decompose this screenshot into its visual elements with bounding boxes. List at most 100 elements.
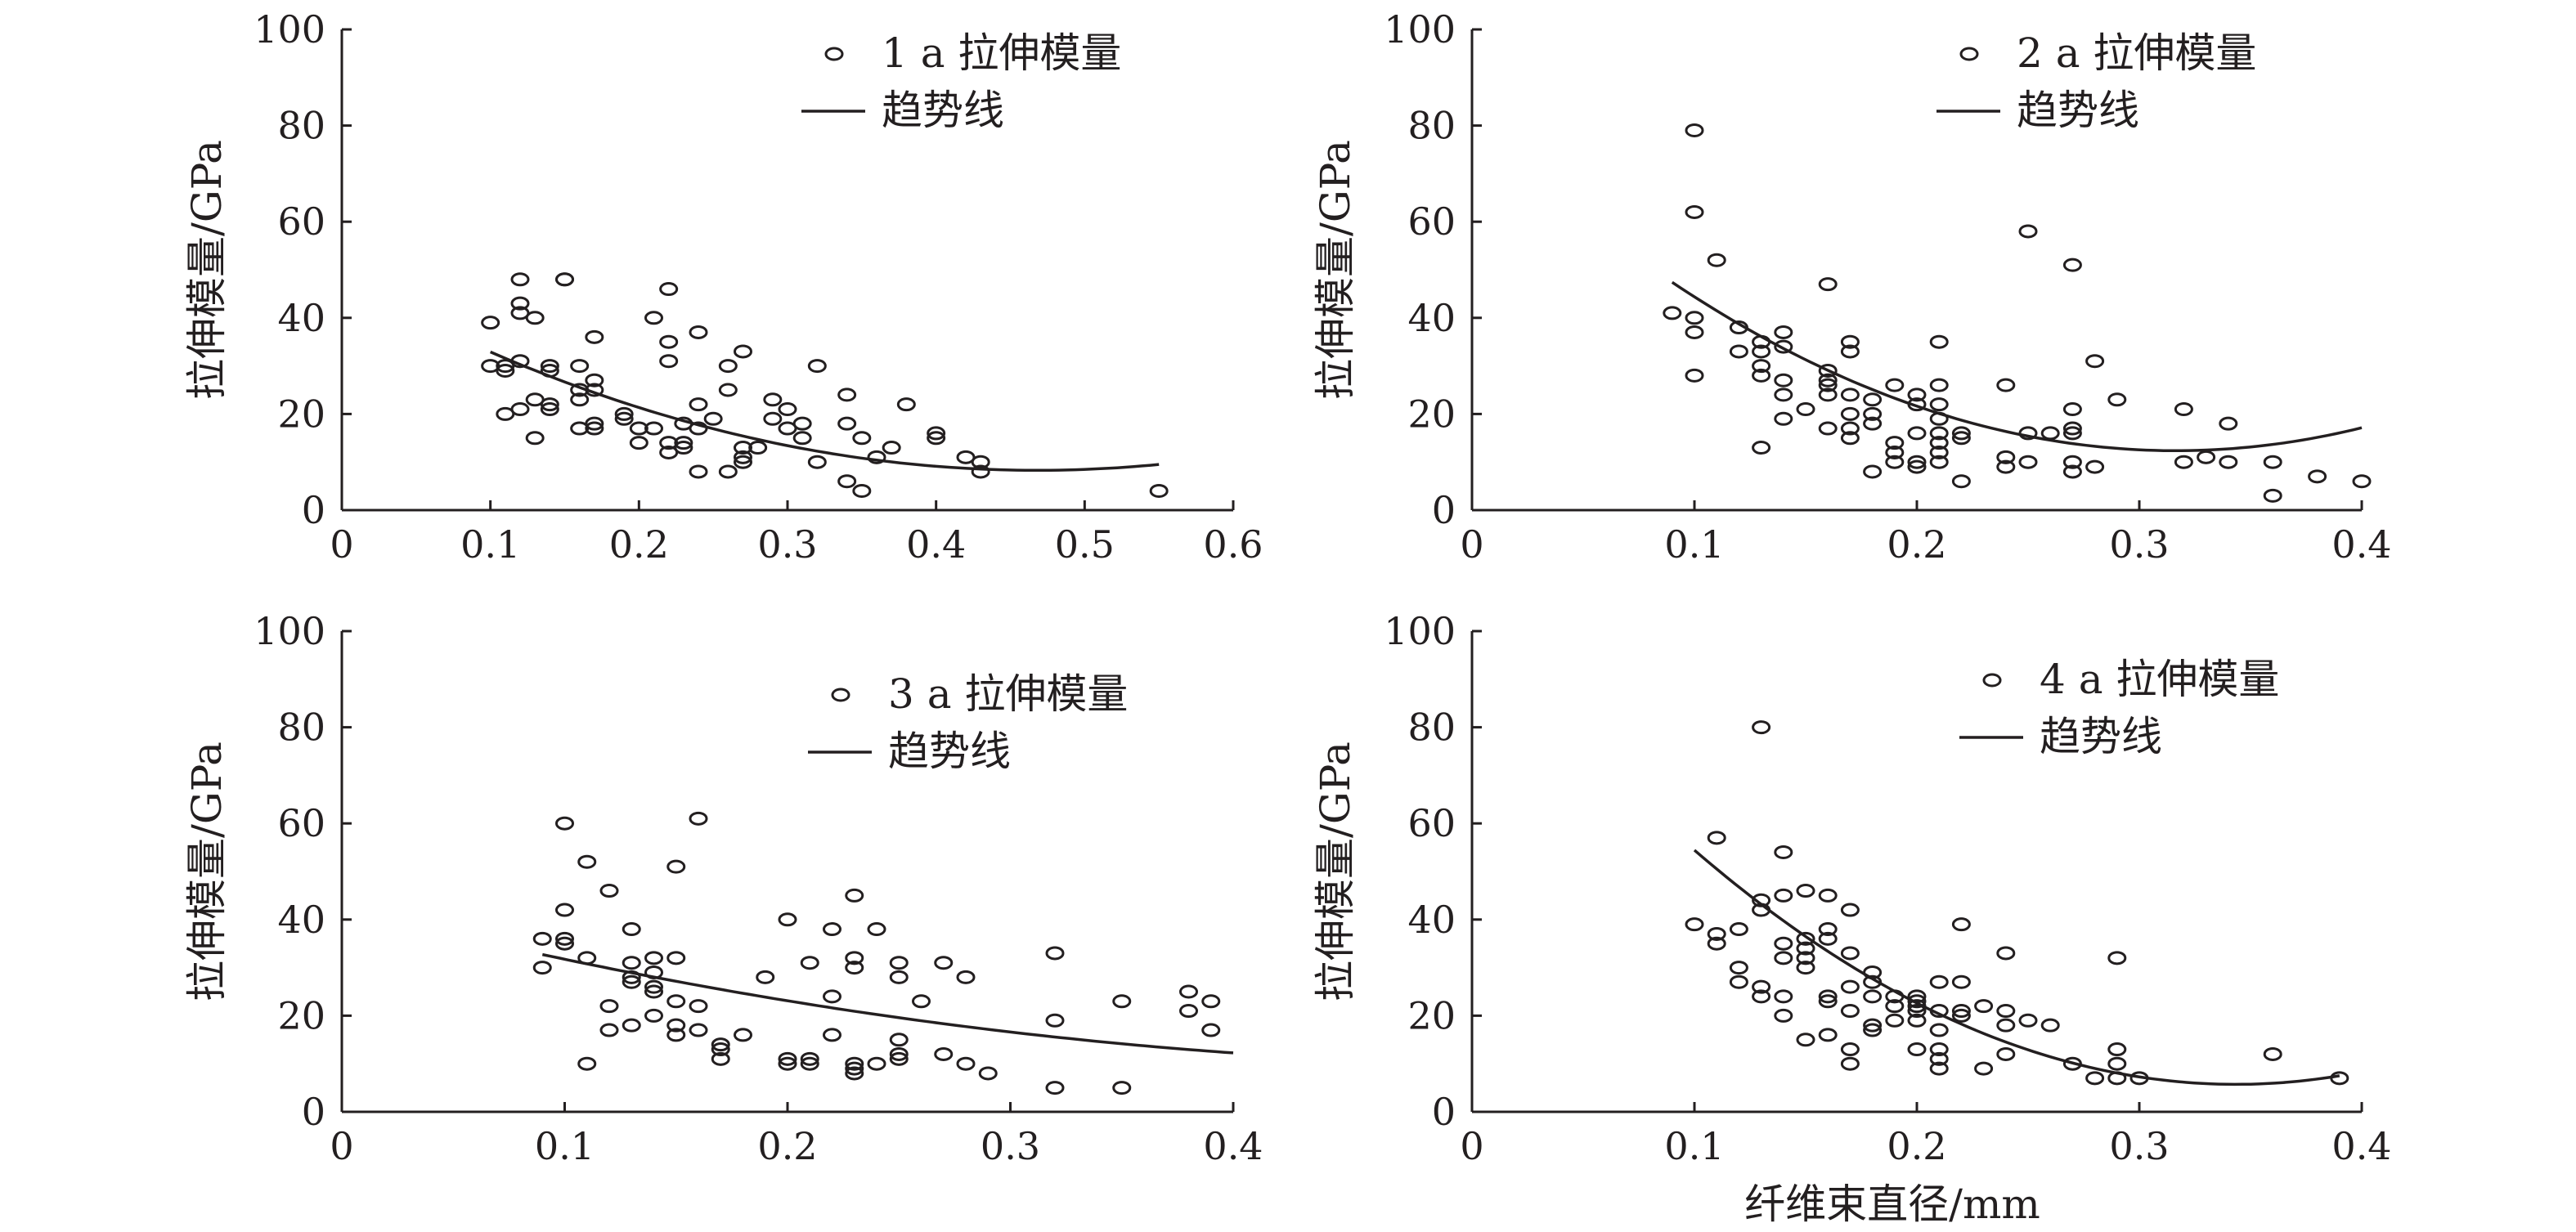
y-tick-label: 20 — [1407, 392, 1456, 436]
data-point — [689, 811, 708, 826]
data-point — [1818, 994, 1838, 1009]
data-point — [1885, 455, 1905, 469]
data-point — [1929, 1023, 1949, 1037]
data-point — [1885, 999, 1905, 1014]
data-point — [1796, 1033, 1815, 1047]
data-point — [2062, 258, 2082, 272]
x-tick-label: 0.2 — [1887, 522, 1946, 567]
legend-marker-point — [831, 688, 850, 702]
x-tick-label: 0.4 — [906, 522, 966, 567]
data-point — [666, 1018, 686, 1033]
data-point — [555, 272, 574, 287]
legend-label-series: 1 a 拉伸模量 — [882, 29, 1121, 77]
data-point — [532, 931, 552, 946]
data-point — [2174, 402, 2193, 417]
data-point — [510, 296, 530, 311]
data-point — [1774, 936, 1793, 951]
data-point — [734, 450, 752, 464]
data-point — [1996, 946, 2016, 961]
y-tick-label: 60 — [277, 801, 325, 845]
chart-panel-2: 0 20 40 60 80 100 0 0.1 0.2 0.3 0.4 拉伸模量/GPa 2 a 拉伸模… — [1312, 7, 2392, 567]
data-point — [763, 392, 783, 407]
data-point — [1796, 402, 1815, 417]
data-point — [1774, 888, 1793, 903]
data-point — [629, 436, 648, 450]
data-point — [2174, 455, 2193, 469]
data-point — [1907, 459, 1927, 474]
data-point — [2062, 426, 2082, 441]
data-point — [1729, 922, 1748, 937]
legend-marker-point — [824, 47, 844, 61]
data-point — [845, 888, 864, 903]
data-point — [1840, 1004, 1860, 1019]
data-point — [912, 994, 931, 1009]
data-point — [1796, 951, 1815, 965]
data-point — [1929, 445, 1949, 459]
data-point — [978, 1066, 998, 1081]
data-point — [1774, 844, 1793, 859]
data-point — [1685, 368, 1704, 383]
data-point — [1840, 946, 1860, 961]
legend-label-series: 4 a 拉伸模量 — [2040, 656, 2279, 703]
data-point — [1818, 277, 1838, 292]
data-point — [496, 363, 515, 378]
data-point — [1752, 441, 1771, 455]
data-point — [585, 421, 604, 436]
data-point — [1863, 1023, 1883, 1037]
data-point — [2219, 455, 2238, 469]
data-point — [2062, 455, 2082, 469]
data-point — [763, 411, 783, 426]
data-point — [1840, 344, 1860, 359]
y-axis-title: 拉伸模量/GPa — [183, 741, 231, 1001]
data-point — [1752, 359, 1771, 374]
data-point — [1840, 1056, 1860, 1071]
data-point — [1663, 306, 1682, 320]
data-point — [956, 970, 976, 984]
data-point — [823, 922, 841, 937]
data-point — [1818, 931, 1838, 946]
y-tick-label: 0 — [1432, 1090, 1456, 1134]
trend-line — [490, 350, 1160, 473]
data-point — [792, 416, 812, 431]
y-tick-label: 80 — [277, 104, 325, 148]
x-tick-label: 0.3 — [2109, 1124, 2169, 1168]
data-point — [2062, 402, 2082, 417]
data-point — [1818, 378, 1838, 392]
data-point — [778, 912, 797, 927]
data-point — [1707, 926, 1726, 941]
data-point — [1929, 378, 1949, 392]
chart-panel-1: 0 20 40 60 80 100 0 0.1 0.2 0.3 0.4 0.5 0.6 拉伸模量/GPa 1… — [183, 7, 1263, 567]
data-point — [1112, 1081, 1132, 1095]
data-point — [666, 951, 686, 965]
data-point — [734, 455, 752, 469]
data-point — [644, 984, 663, 999]
data-point — [2107, 951, 2127, 965]
data-point — [1907, 1042, 1927, 1057]
data-point — [1818, 1028, 1838, 1042]
y-tick-label: 80 — [277, 706, 325, 750]
data-point — [2085, 1071, 2105, 1086]
data-point — [1685, 311, 1704, 325]
data-point — [882, 441, 901, 455]
data-point — [2308, 469, 2327, 484]
data-point — [852, 483, 872, 498]
data-point — [792, 431, 812, 446]
data-point — [1045, 946, 1065, 961]
data-point — [867, 1056, 886, 1071]
data-point — [2352, 474, 2372, 489]
data-point — [674, 436, 693, 450]
chart-panel-3: 0 20 40 60 80 100 0 0.1 0.2 0.3 0.4 拉伸模量/GPa 3 a 拉伸模… — [183, 609, 1263, 1168]
data-point — [614, 411, 634, 426]
data-point — [2263, 1046, 2282, 1061]
data-point — [1818, 388, 1838, 402]
data-point — [1951, 431, 1971, 446]
data-point — [807, 455, 827, 469]
data-point — [666, 994, 686, 1009]
data-point — [599, 884, 619, 898]
data-point — [1863, 989, 1883, 1004]
data-point — [1685, 325, 1704, 339]
data-point — [481, 316, 500, 330]
data-point — [778, 402, 797, 417]
data-point — [2107, 1056, 2127, 1071]
data-point — [1840, 431, 1860, 446]
